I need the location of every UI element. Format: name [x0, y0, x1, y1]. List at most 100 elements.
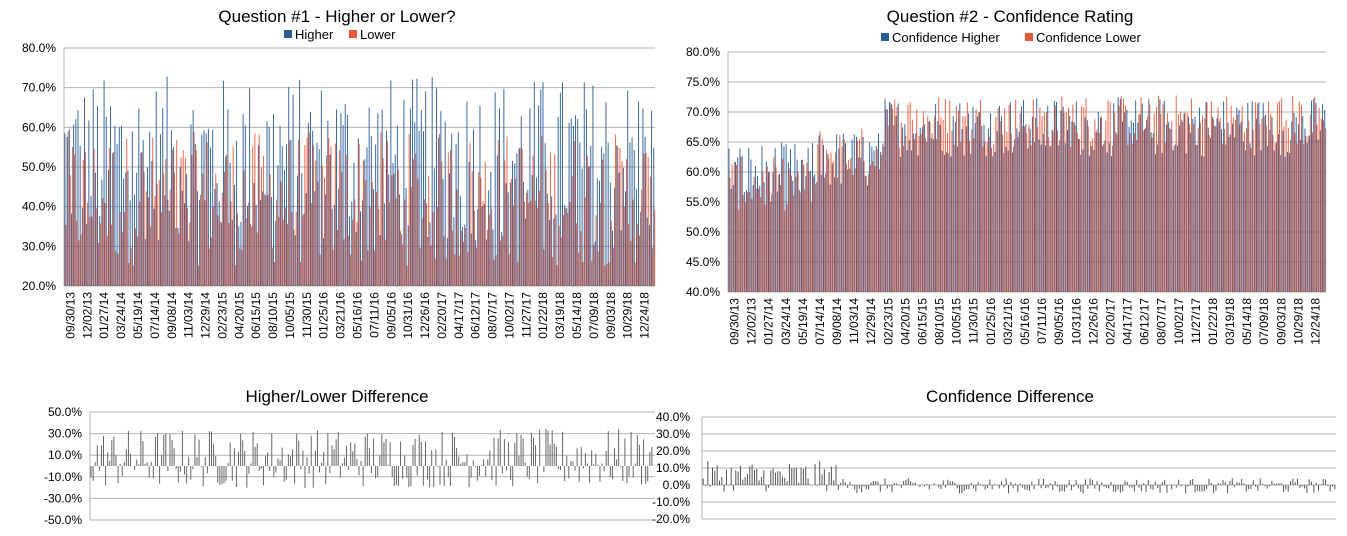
bar-lower — [1199, 122, 1201, 292]
bar-lower — [284, 207, 286, 286]
bar-lower — [491, 208, 493, 286]
bar-lower — [513, 205, 514, 286]
bar-lower — [1279, 101, 1280, 293]
bar-lower — [291, 211, 293, 286]
bar-higher — [490, 171, 492, 286]
legend-swatch-confidence-higher — [881, 33, 889, 41]
bar-higher — [277, 165, 279, 286]
bar-lower — [508, 253, 510, 286]
bar-higher — [316, 142, 318, 286]
bar-higher — [231, 219, 233, 286]
x-tick-label: 03/21/16 — [1001, 298, 1015, 345]
bar-higher — [728, 148, 730, 292]
bar-lower — [1193, 124, 1195, 292]
bar-higher — [1216, 118, 1218, 292]
bar-lower — [755, 188, 757, 292]
bar-higher — [327, 120, 329, 286]
bar-higher — [1144, 129, 1145, 292]
bar-higher — [783, 146, 785, 292]
bar-higher — [570, 118, 572, 286]
bar-higher — [403, 100, 405, 286]
bar-higher — [186, 174, 188, 286]
bar-lower — [89, 216, 91, 286]
bar-lower — [1129, 133, 1131, 292]
bar-higher — [1117, 97, 1119, 292]
x-tick-label: 04/17/17 — [452, 292, 466, 339]
bar-higher — [79, 145, 81, 286]
bar-lower — [1059, 140, 1061, 292]
bar-lower — [1312, 132, 1313, 292]
bar-lower — [1072, 104, 1074, 293]
bar-lower — [126, 138, 128, 286]
bar-higher — [1086, 120, 1088, 292]
bar-higher — [1126, 109, 1128, 292]
bar-lower — [918, 135, 920, 292]
bar-lower — [228, 223, 230, 286]
bar-lower — [1010, 133, 1012, 292]
bar-lower — [358, 144, 360, 286]
bar-lower — [95, 208, 97, 286]
bar-lower — [87, 202, 89, 286]
bar-higher — [930, 138, 932, 292]
bar-lower — [931, 133, 933, 292]
bar-higher — [140, 152, 142, 286]
bar-higher — [181, 190, 183, 286]
bar-lower — [497, 139, 499, 286]
bar-higher — [1183, 113, 1185, 292]
bar-lower — [586, 155, 588, 286]
bar-higher — [514, 163, 516, 286]
bar-lower — [896, 106, 898, 292]
bar-lower — [82, 159, 84, 286]
bar-lower — [738, 209, 740, 292]
bar-lower — [413, 159, 414, 286]
bar-lower — [354, 199, 356, 286]
bar-lower — [654, 210, 656, 286]
x-tick-label: 05/14/18 — [570, 292, 584, 339]
bar-higher — [1322, 104, 1324, 292]
bar-lower — [821, 138, 823, 292]
bar-lower — [193, 131, 195, 286]
bar-higher — [1282, 130, 1284, 292]
bar-higher — [625, 191, 626, 286]
bar-lower — [795, 176, 797, 292]
bar-lower — [1285, 119, 1287, 292]
bar-lower — [378, 209, 380, 286]
bar-higher — [488, 190, 490, 286]
bar-higher — [546, 193, 548, 286]
bar-lower — [1292, 96, 1294, 292]
bar-lower — [1162, 104, 1164, 292]
bar-higher — [856, 136, 857, 292]
bar-higher — [81, 207, 83, 286]
bar-lower — [641, 189, 643, 286]
y-tick-label: -50.0% — [44, 513, 82, 527]
bar-lower — [1241, 106, 1243, 292]
bar-lower — [606, 263, 608, 286]
bar-lower — [165, 159, 167, 286]
bar-higher — [464, 224, 466, 286]
bar-higher — [340, 113, 342, 286]
bar-lower — [556, 265, 558, 286]
bar-higher — [1042, 134, 1044, 292]
bar-higher — [203, 130, 205, 286]
bar-lower — [471, 171, 473, 286]
bar-lower — [854, 168, 856, 292]
bar-lower — [610, 220, 612, 286]
bar-higher — [1218, 121, 1220, 292]
bar-higher — [281, 146, 283, 286]
bar-lower — [1226, 96, 1228, 292]
bar-higher — [1293, 113, 1295, 292]
y-tick-label: 40.0% — [22, 200, 56, 214]
bar-lower — [526, 192, 527, 286]
bar-higher — [770, 201, 772, 292]
bar-lower — [436, 206, 438, 286]
bar-higher — [320, 90, 322, 287]
bar-lower — [197, 265, 199, 286]
bar-lower — [1217, 107, 1219, 292]
bar-higher — [732, 184, 734, 292]
bar-higher — [433, 168, 435, 286]
bar-higher — [92, 89, 94, 286]
bar-higher — [757, 175, 759, 292]
bar-lower — [219, 221, 221, 286]
y-tick-label: 40.0% — [686, 285, 720, 299]
bar-higher — [138, 108, 140, 286]
